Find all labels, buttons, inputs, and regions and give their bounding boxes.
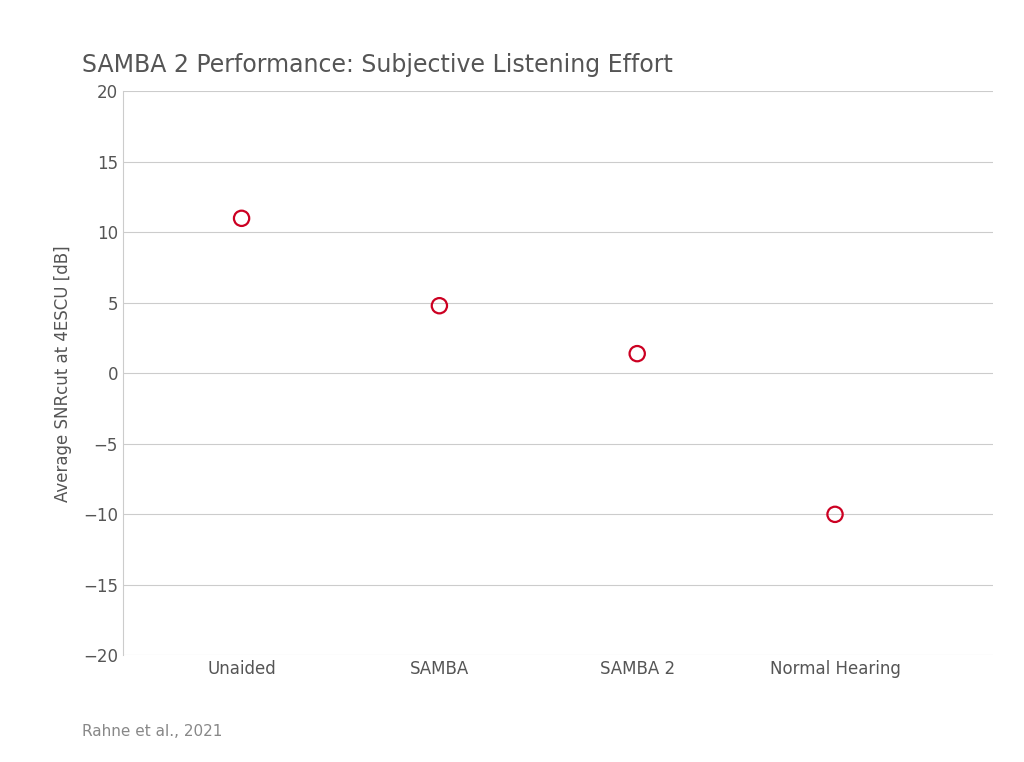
Point: [233, 212, 250, 224]
Point: [826, 508, 843, 520]
Point: [629, 347, 645, 360]
Text: SAMBA 2 Performance: Subjective Listening Effort: SAMBA 2 Performance: Subjective Listenin…: [82, 53, 673, 77]
Text: Rahne et al., 2021: Rahne et al., 2021: [82, 724, 222, 739]
Point: [431, 299, 447, 312]
Y-axis label: Average SNRcut at 4ESCU [dB]: Average SNRcut at 4ESCU [dB]: [54, 245, 72, 501]
